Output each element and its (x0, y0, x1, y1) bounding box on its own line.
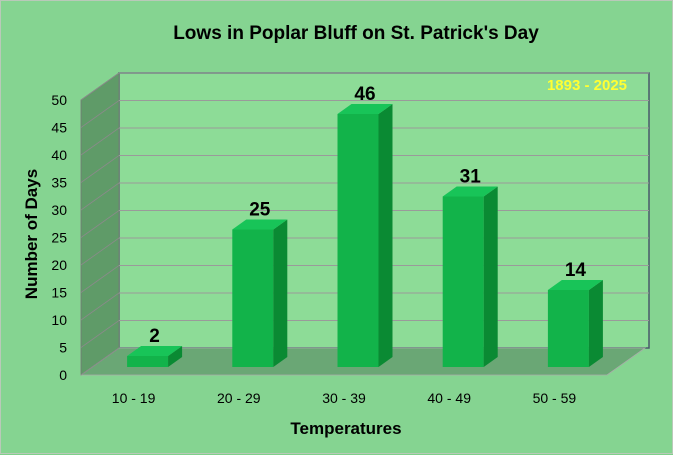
bar-front (232, 229, 274, 367)
chart-title: Lows in Poplar Bluff on St. Patrick's Da… (173, 23, 539, 44)
bar-top (232, 219, 288, 230)
x-tick-label: 30 - 39 (322, 390, 366, 406)
side-gridline (80, 100, 120, 128)
y-tick-label: 35 (51, 175, 67, 191)
data-label: 2 (149, 326, 160, 347)
x-tick-label: 50 - 59 (533, 390, 577, 406)
bar-top (442, 186, 498, 197)
data-labels: 2 25 46 31 14 (149, 84, 586, 347)
bar (232, 219, 288, 367)
y-tick-label: 40 (51, 147, 67, 163)
y-tick-label: 15 (51, 285, 67, 301)
data-label: 31 (460, 167, 482, 188)
y-tick-label: 20 (51, 257, 67, 273)
bar-front (337, 114, 379, 367)
side-gridline (80, 210, 120, 238)
side-gridline (80, 237, 120, 266)
y-tick-label: 45 (51, 120, 67, 136)
x-axis-title: Temperatures (290, 419, 401, 438)
x-tick-label: 20 - 29 (217, 390, 261, 406)
bar (337, 104, 393, 367)
bar-front (442, 196, 484, 367)
x-tick-label: 10 - 19 (112, 390, 156, 406)
bar (442, 186, 498, 367)
y-tick-label: 10 (51, 312, 67, 328)
bar-side (483, 186, 498, 367)
bars (127, 104, 603, 367)
bar-side (273, 219, 288, 367)
bar-top (337, 104, 393, 114)
side-gridline (80, 127, 120, 156)
bar-front (547, 290, 589, 367)
bar (547, 280, 603, 367)
bar-side (588, 280, 603, 367)
y-tick-labels: 0 5 10 15 20 25 30 35 40 45 50 (51, 92, 67, 383)
bar (127, 346, 183, 367)
side-gridline (80, 72, 120, 101)
y-tick-label: 25 (51, 230, 67, 246)
data-label: 46 (354, 84, 375, 105)
bar-front (127, 356, 169, 367)
bar-side (378, 104, 393, 367)
side-gridline (80, 347, 120, 376)
y-tick-label: 50 (51, 92, 67, 108)
bar-top (547, 280, 603, 290)
y-tick-label: 5 (59, 340, 67, 356)
data-label: 14 (565, 260, 587, 281)
side-gridline (80, 320, 120, 348)
side-gridline (80, 265, 120, 293)
y-axis-title: Number of Days (22, 169, 41, 299)
y-tick-label: 0 (59, 367, 67, 383)
side-gridline (80, 292, 120, 321)
side-gridline (80, 182, 120, 211)
bar-side (168, 346, 183, 367)
side-gridline (80, 155, 120, 183)
bar-top (127, 346, 183, 356)
x-tick-labels: 10 - 19 20 - 29 30 - 39 40 - 49 50 - 59 (112, 390, 577, 406)
year-range-annotation: 1893 - 2025 (547, 77, 627, 94)
y-tick-label: 30 (51, 202, 67, 218)
x-tick-label: 40 - 49 (427, 390, 471, 406)
data-label: 25 (249, 200, 271, 221)
